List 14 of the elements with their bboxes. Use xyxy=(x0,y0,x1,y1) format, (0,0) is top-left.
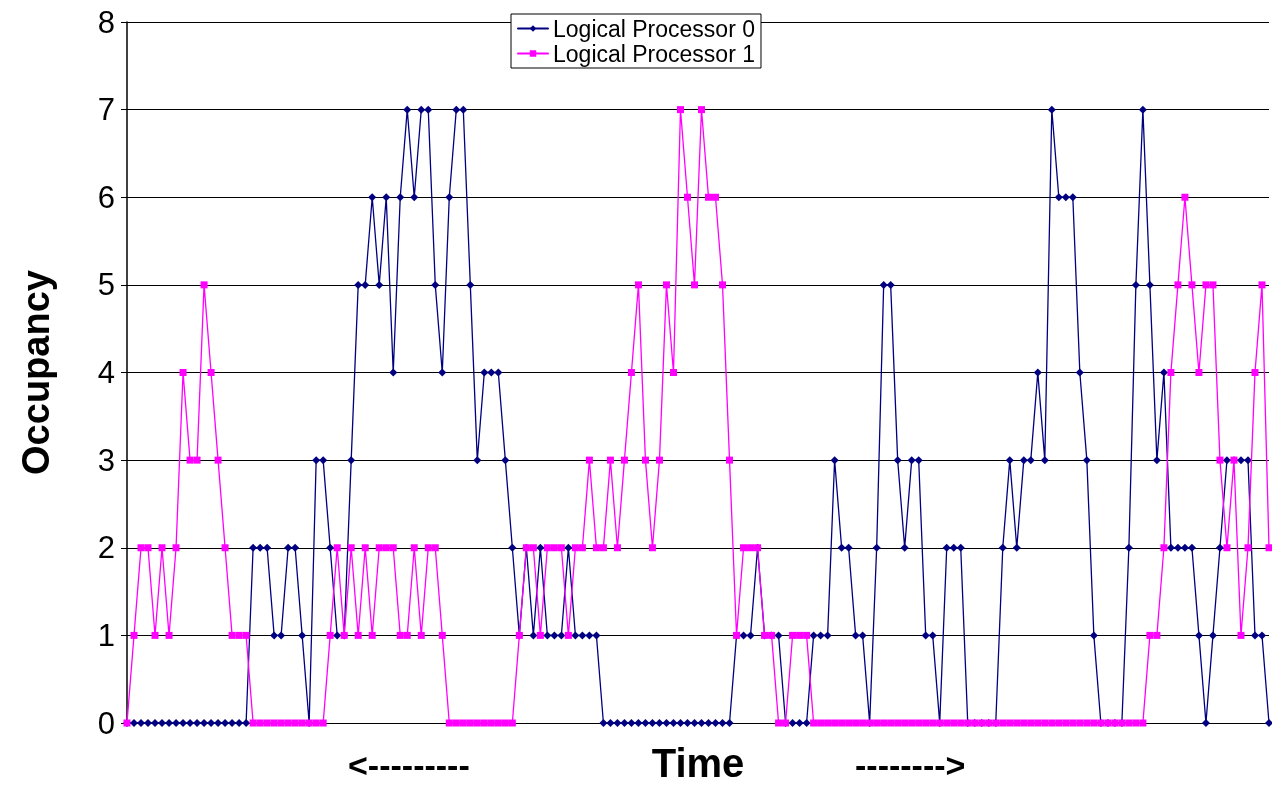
y-tick-label: 5 xyxy=(97,267,115,303)
text: --------> xyxy=(855,746,966,784)
y-tick-label: 2 xyxy=(97,530,115,566)
y-tick-label: 3 xyxy=(97,442,115,478)
legend-label: Logical Processor 0 xyxy=(553,15,755,42)
y-tick-label: 1 xyxy=(97,617,115,653)
y-tick-label: 6 xyxy=(97,179,115,215)
y-tick-label: 0 xyxy=(97,705,115,741)
text: <--------- xyxy=(348,746,470,784)
y-tick-label: 7 xyxy=(97,92,115,128)
x-axis-title: Time xyxy=(651,741,745,785)
y-axis-title: Occupancy xyxy=(15,270,57,475)
y-tick-label: 4 xyxy=(97,355,115,390)
y-tick-label: 8 xyxy=(97,4,115,40)
